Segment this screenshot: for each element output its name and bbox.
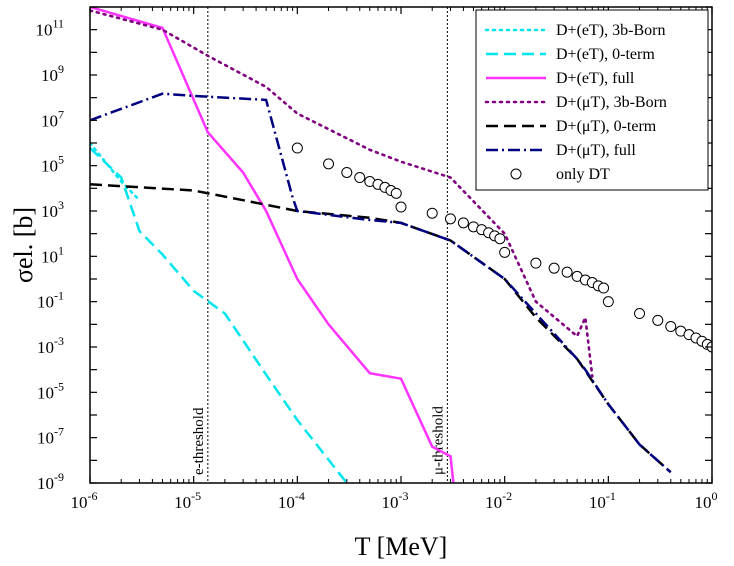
data-point-only-dt — [561, 266, 573, 278]
data-point-only-dt — [602, 296, 614, 308]
x-tick-label: 10-3 — [382, 489, 409, 512]
legend-label: D+(eT), full — [556, 70, 635, 87]
series-line — [90, 9, 594, 378]
data-point-only-dt — [444, 213, 456, 225]
y-tick-label: 10-3 — [37, 334, 64, 357]
data-point-only-dt — [548, 262, 560, 274]
y-tick-label: 109 — [41, 62, 64, 85]
y-tick-label: 105 — [41, 153, 64, 176]
series-line — [90, 7, 455, 483]
x-tick-label: 10-2 — [485, 489, 512, 512]
threshold-label: e-threshold — [191, 407, 207, 475]
y-tick-label: 1011 — [35, 17, 64, 40]
x-tick-label: 10-4 — [278, 489, 305, 512]
data-point-only-dt — [390, 187, 402, 199]
data-point-only-dt — [395, 201, 407, 213]
y-tick-label: 103 — [41, 198, 64, 221]
data-point-only-dt — [530, 257, 542, 269]
y-tick-label: 10-1 — [37, 289, 64, 312]
data-point-only-dt — [341, 166, 353, 178]
threshold-label: μ-threshold — [430, 406, 446, 475]
x-tick-label: 100 — [695, 489, 718, 512]
series-line — [90, 147, 348, 483]
series-line — [90, 92, 672, 474]
x-tick-label: 10-6 — [71, 489, 98, 512]
x-tick-label: 10-5 — [174, 489, 201, 512]
legend-label: D+(eT), 3b-Born — [556, 22, 665, 39]
y-tick-label: 101 — [41, 243, 64, 266]
legend-label: D+(μT), 3b-Born — [556, 94, 667, 111]
series-line — [90, 141, 141, 202]
y-tick-label: 10-9 — [37, 470, 64, 493]
data-point-only-dt — [494, 233, 506, 245]
legend-box — [475, 9, 709, 191]
data-point-only-dt — [426, 207, 438, 219]
data-point-only-dt — [457, 217, 469, 229]
x-axis-label: T [MeV] — [355, 532, 448, 561]
x-tick-label: 10-1 — [589, 489, 616, 512]
data-point-only-dt — [665, 321, 677, 333]
y-tick-label: 10-5 — [37, 379, 64, 402]
data-point-only-dt — [652, 314, 664, 326]
y-tick-label: 107 — [41, 107, 64, 130]
legend-label: D+(eT), 0-term — [556, 46, 655, 63]
legend-label: only DT — [556, 166, 610, 183]
y-axis-label: σel. [b] — [9, 207, 38, 283]
data-point-only-dt — [354, 172, 366, 184]
data-point-only-dt — [598, 282, 610, 294]
data-point-only-dt — [634, 308, 646, 320]
data-point-only-dt — [499, 246, 511, 258]
legend-label: D+(μT), 0-term — [556, 118, 657, 135]
legend-label: D+(μT), full — [556, 142, 636, 159]
data-point-only-dt — [291, 142, 303, 154]
legend-marker — [510, 168, 522, 180]
data-point-only-dt — [323, 158, 335, 170]
y-tick-label: 10-7 — [37, 425, 64, 448]
